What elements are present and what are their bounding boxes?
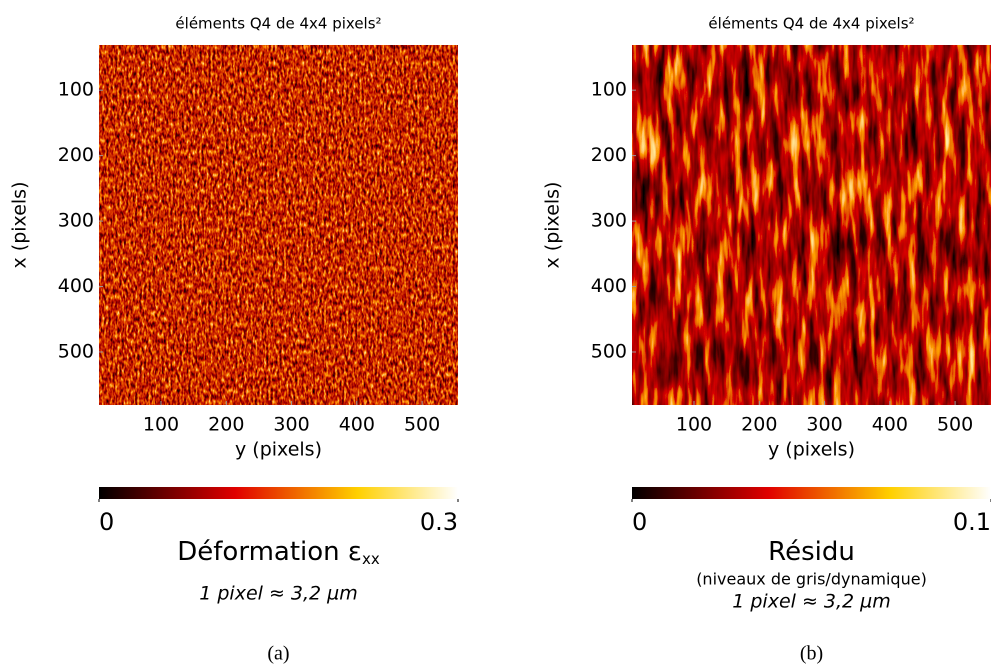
caption: (a) — [267, 643, 289, 665]
colorbar-tick-label: 0 — [99, 508, 114, 536]
colorbar-label: Résidu — [768, 537, 855, 567]
y-tick-label: 300 — [58, 210, 94, 232]
colorbar-tick-label: 0.1 — [953, 508, 991, 536]
y-axis-label: x (pixels) — [542, 182, 564, 269]
x-axis-label: y (pixels) — [235, 439, 322, 461]
colorbar-label-subscript: xx — [362, 550, 380, 568]
x-tick-label: 400 — [339, 414, 375, 436]
x-tick-label: 100 — [143, 414, 179, 436]
x-tick-label: 200 — [741, 414, 777, 436]
scale-note: 1 pixel ≈ 3,2 µm — [732, 591, 891, 613]
colorbar-label: Déformation εxx — [177, 537, 380, 568]
y-tick-label: 400 — [591, 275, 627, 297]
y-tick-label: 100 — [591, 79, 627, 101]
heatmap-image — [632, 45, 991, 405]
x-tick-label: 200 — [208, 414, 244, 436]
colorbar — [99, 487, 458, 499]
colorbar-tick-label: 0.3 — [420, 508, 458, 536]
x-tick-label: 100 — [676, 414, 712, 436]
scale-note: 1 pixel ≈ 3,2 µm — [199, 583, 358, 605]
y-axis-label: x (pixels) — [9, 182, 31, 269]
colorbar — [632, 487, 991, 499]
y-tick-label: 100 — [58, 79, 94, 101]
x-tick-label: 500 — [937, 414, 973, 436]
y-tick-label: 500 — [58, 340, 94, 362]
colorbar-label-text: Déformation ε — [177, 537, 362, 567]
x-tick-label: 300 — [806, 414, 842, 436]
chart-title: éléments Q4 de 4x4 pixels² — [708, 15, 914, 33]
y-tick-label: 200 — [58, 144, 94, 166]
y-tick-label: 300 — [591, 210, 627, 232]
x-tick-label: 500 — [404, 414, 440, 436]
x-tick-label: 300 — [273, 414, 309, 436]
y-tick-label: 500 — [591, 340, 627, 362]
colorbar-tick-label: 0 — [632, 508, 647, 536]
chart-title: éléments Q4 de 4x4 pixels² — [175, 15, 381, 33]
x-axis-label: y (pixels) — [768, 439, 855, 461]
colorbar-sublabel: (niveaux de gris/dynamique) — [696, 570, 927, 589]
x-tick-label: 400 — [872, 414, 908, 436]
caption: (b) — [800, 643, 823, 665]
y-tick-label: 400 — [58, 275, 94, 297]
colorbar-label-text: Résidu — [768, 537, 855, 567]
heatmap-image — [99, 45, 458, 405]
y-tick-label: 200 — [591, 144, 627, 166]
